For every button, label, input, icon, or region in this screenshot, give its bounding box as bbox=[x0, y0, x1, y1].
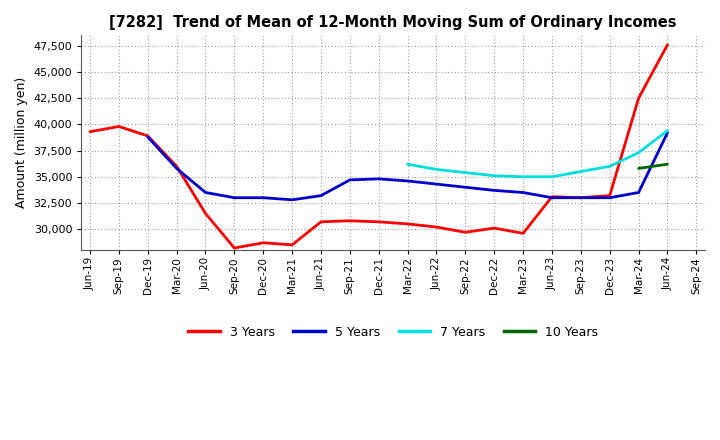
Legend: 3 Years, 5 Years, 7 Years, 10 Years: 3 Years, 5 Years, 7 Years, 10 Years bbox=[184, 321, 603, 344]
Y-axis label: Amount (million yen): Amount (million yen) bbox=[15, 77, 28, 209]
Title: [7282]  Trend of Mean of 12-Month Moving Sum of Ordinary Incomes: [7282] Trend of Mean of 12-Month Moving … bbox=[109, 15, 677, 30]
